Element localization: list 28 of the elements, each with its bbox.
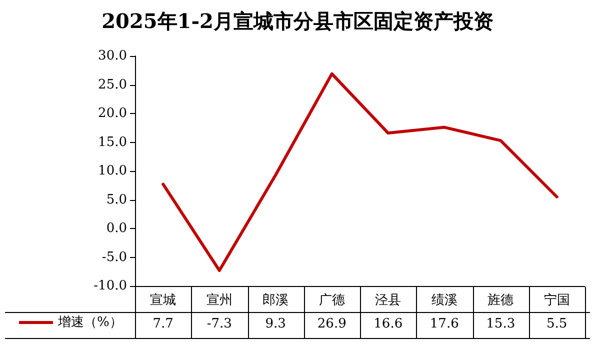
- y-tick-label: -5.0: [102, 250, 127, 265]
- x-tick-label: 广德: [318, 293, 345, 308]
- chart-title: 2025年1-2月宣城市分县市区固定资产投资: [102, 9, 494, 33]
- x-tick-label: 绩溪: [431, 293, 458, 308]
- x-tick-label: 泾县: [375, 293, 402, 308]
- data-label: 7.7: [152, 316, 174, 332]
- y-tick-label: 0.0: [106, 221, 127, 236]
- y-tick-label: 20.0: [98, 106, 127, 121]
- line-series: [162, 72, 558, 272]
- data-label: 26.9: [317, 316, 346, 332]
- data-label: 9.3: [265, 316, 286, 332]
- y-tick-label: 25.0: [98, 77, 127, 92]
- data-label: 15.3: [486, 316, 516, 332]
- y-tick-label: 5.0: [106, 192, 127, 208]
- y-tick-label: 30.0: [98, 48, 127, 64]
- x-tick-label: 郎溪: [262, 292, 289, 308]
- data-label: 5.5: [546, 316, 568, 332]
- y-tick-label: 10.0: [98, 164, 127, 178]
- data-label: 16.6: [374, 316, 403, 332]
- x-tick-label: 旌德: [488, 293, 514, 308]
- y-tick-label: -10.0: [94, 278, 127, 294]
- data-label: -7.3: [206, 316, 232, 332]
- data-label: 17.6: [430, 316, 459, 332]
- x-tick-label: 宣州: [206, 292, 232, 308]
- x-tick-label: 宣城: [150, 292, 176, 308]
- x-tick-label: 宁国: [544, 292, 570, 308]
- y-tick-label: 15.0: [98, 134, 127, 150]
- legend-label: 增速（%）: [57, 315, 122, 330]
